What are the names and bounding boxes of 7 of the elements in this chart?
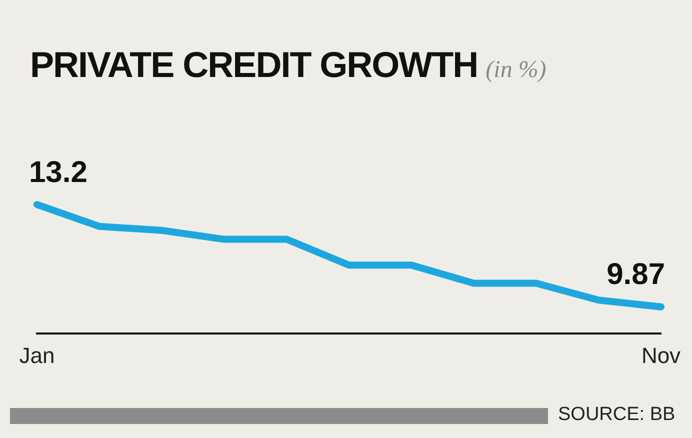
chart-subtitle: (in %) — [486, 57, 546, 83]
x-tick-label: Nov — [641, 342, 681, 368]
data-label: 9.87 — [606, 258, 665, 292]
data-label: 13.2 — [29, 156, 88, 189]
x-tick-label: Jan — [19, 342, 55, 368]
source-note: SOURCE: BB — [558, 404, 676, 426]
chart-title: PRIVATE CREDIT GROWTH — [30, 44, 478, 85]
